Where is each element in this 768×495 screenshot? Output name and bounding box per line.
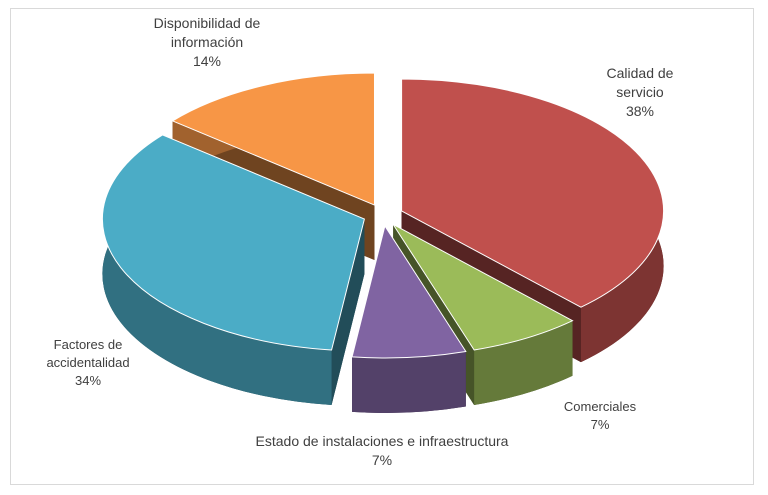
slice-side [474,320,573,406]
slice-side [352,351,466,413]
slice [391,223,574,351]
data-label: Comerciales 7% [540,398,660,434]
label-value: 14% [192,53,222,69]
data-label: Disponibilidad de información 14% [127,14,287,71]
label-name: Estado de instalaciones e infraestructur… [255,433,509,449]
label-name: Disponibilidad de información [153,15,261,50]
slice-side [102,134,332,406]
slice [171,72,375,206]
slice [401,78,665,308]
slice [101,134,365,351]
label-value: 38% [625,103,655,119]
label-name: Calidad de servicio [606,65,674,100]
label-value: 7% [590,417,610,432]
slice [351,224,467,359]
label-name: Factores de accidentalidad [46,337,130,370]
data-label: Estado de instalaciones e infraestructur… [172,432,592,470]
label-name: Comerciales [563,399,637,414]
data-label: Factores de accidentalidad 34% [28,336,148,390]
label-value: 7% [371,452,393,468]
chart-border [10,8,754,485]
data-label: Calidad de servicio 38% [545,64,735,121]
label-value: 34% [74,373,102,388]
